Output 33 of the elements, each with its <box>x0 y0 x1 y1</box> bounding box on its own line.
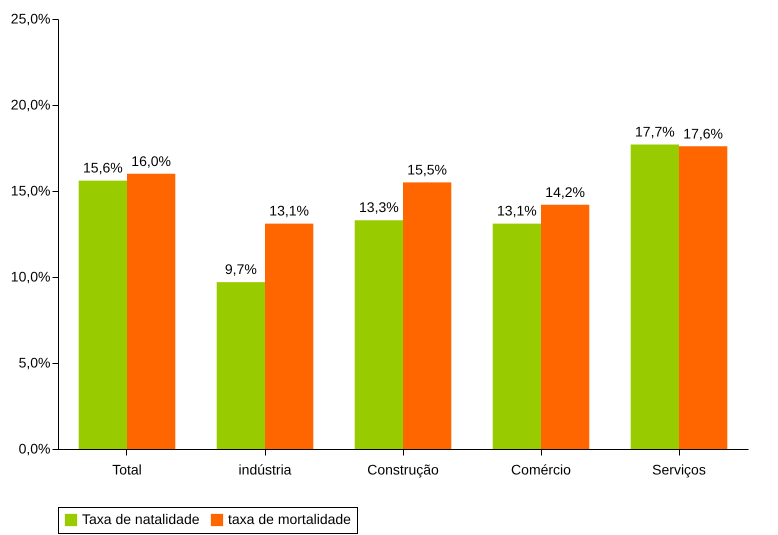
y-tick-label: 5,0% <box>18 354 50 370</box>
y-tick-label: 10,0% <box>10 268 50 284</box>
x-tick-label: Comércio <box>511 462 572 478</box>
y-tick-label: 0,0% <box>18 440 50 456</box>
y-tick-label: 25,0% <box>10 10 50 26</box>
x-tick-label: Serviços <box>652 462 706 478</box>
y-tick-label: 20,0% <box>10 96 50 112</box>
data-label: 17,6% <box>683 125 723 142</box>
bar <box>127 174 176 449</box>
bar <box>78 180 127 449</box>
data-label: 15,5% <box>407 161 447 178</box>
data-label: 13,3% <box>359 199 399 216</box>
bar <box>492 224 541 449</box>
data-label: 13,1% <box>269 202 309 219</box>
x-tick-label: indústria <box>238 462 292 478</box>
data-label: 13,1% <box>497 202 537 219</box>
bar <box>679 146 728 449</box>
data-label: 14,2% <box>545 184 585 200</box>
x-tick-label: Construção <box>367 462 440 478</box>
bar <box>216 282 265 449</box>
data-label: 15,6% <box>83 160 123 176</box>
legend-label: Taxa de natalidade <box>82 511 200 527</box>
data-label: 9,7% <box>224 261 257 278</box>
legend-label: taxa de mortalidade <box>228 511 352 527</box>
data-label: 16,0% <box>131 152 171 169</box>
bar <box>265 224 314 449</box>
bar <box>403 182 452 449</box>
data-label: 17,7% <box>635 124 675 140</box>
bar <box>630 144 679 449</box>
y-tick-label: 15,0% <box>10 182 50 198</box>
bar <box>354 220 403 449</box>
bar <box>541 204 590 449</box>
x-tick-label: Total <box>112 462 142 478</box>
